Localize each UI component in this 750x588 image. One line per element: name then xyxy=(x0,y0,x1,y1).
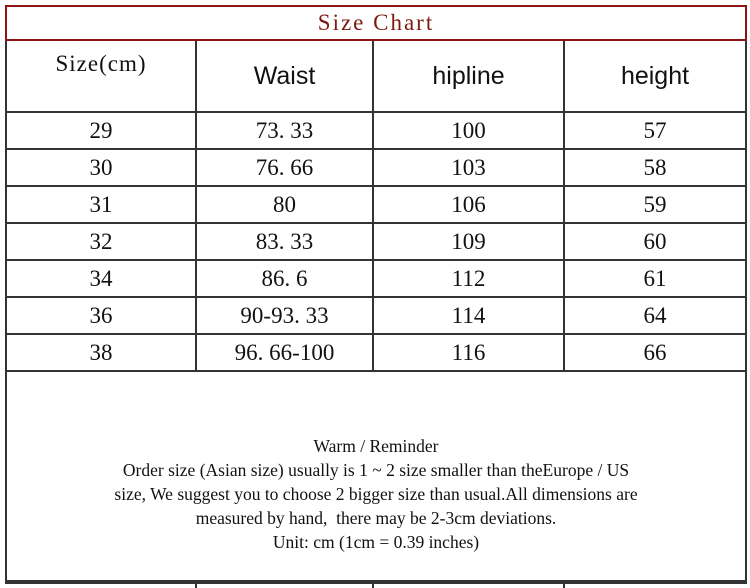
cell-size: 32 xyxy=(5,222,197,261)
column-header-waist: Waist xyxy=(195,39,374,113)
column-header-size-label: Size(cm) xyxy=(55,51,147,76)
cell-value: 66 xyxy=(643,339,667,365)
bottom-border xyxy=(5,580,745,582)
cell-height: 61 xyxy=(562,259,748,298)
cell-waist: 73. 33 xyxy=(195,111,374,150)
cell-size: 34 xyxy=(5,259,197,298)
cell-value: 30 xyxy=(89,154,113,180)
cell-value: 80 xyxy=(273,191,296,217)
cell-value: 36 xyxy=(89,302,113,328)
column-header-waist-label: Waist xyxy=(253,61,316,90)
note-row: Warm / Reminder Order size (Asian size) … xyxy=(4,370,748,584)
cell-waist: 80 xyxy=(195,185,374,224)
table-row: 38 96. 66-100 116 66 xyxy=(5,333,748,372)
note-line-2: size, We suggest you to choose 2 bigger … xyxy=(114,484,638,504)
cell-value: 96. 66-100 xyxy=(234,339,335,365)
cell-value: 29 xyxy=(89,117,113,143)
table-row: 29 73. 33 100 57 xyxy=(5,111,748,150)
cell-size: 30 xyxy=(5,148,197,187)
cell-value: 90-93. 33 xyxy=(240,302,329,328)
cell-value: 34 xyxy=(89,265,113,291)
cell-value: 59 xyxy=(643,191,667,217)
cell-hipline: 100 xyxy=(372,111,565,150)
table-row: 30 76. 66 103 58 xyxy=(5,148,748,187)
cell-waist: 83. 33 xyxy=(195,222,374,261)
size-chart-table: Size Chart Size(cm) Waist hipline height xyxy=(4,5,748,584)
note-line-1: Order size (Asian size) usually is 1 ~ 2… xyxy=(122,460,630,480)
cell-value: 73. 33 xyxy=(255,117,314,143)
cell-value: 112 xyxy=(451,265,486,291)
note-line-3: measured by hand, there may be 2-3cm dev… xyxy=(195,508,557,528)
cell-waist: 96. 66-100 xyxy=(195,333,374,372)
table-row: 36 90-93. 33 114 64 xyxy=(5,296,748,335)
bottom-column-tick xyxy=(195,580,197,588)
table-row: 32 83. 33 109 60 xyxy=(5,222,748,261)
cell-value: 100 xyxy=(451,117,486,143)
cell-value: 64 xyxy=(643,302,667,328)
column-header-hipline: hipline xyxy=(372,39,565,113)
cell-value: 116 xyxy=(451,339,486,365)
cell-height: 57 xyxy=(562,111,748,150)
cell-size: 31 xyxy=(5,185,197,224)
cell-height: 59 xyxy=(562,185,748,224)
note-line-4: Unit: cm (1cm = 0.39 inches) xyxy=(272,532,480,552)
table-row: 31 80 106 59 xyxy=(5,185,748,224)
column-header-size: Size(cm) xyxy=(5,39,197,113)
cell-value: 76. 66 xyxy=(255,154,314,180)
cell-value: 60 xyxy=(643,228,667,254)
cell-hipline: 114 xyxy=(372,296,565,335)
title-row: Size Chart xyxy=(4,5,748,41)
cell-value: 106 xyxy=(451,191,486,217)
cell-value: 38 xyxy=(89,339,113,365)
bottom-column-tick xyxy=(372,580,374,588)
cell-waist: 76. 66 xyxy=(195,148,374,187)
cell-hipline: 112 xyxy=(372,259,565,298)
cell-value: 31 xyxy=(89,191,113,217)
cell-value: 57 xyxy=(643,117,667,143)
cell-size: 38 xyxy=(5,333,197,372)
cell-hipline: 103 xyxy=(372,148,565,187)
table-row: 34 86. 6 112 61 xyxy=(5,259,748,298)
cell-value: 83. 33 xyxy=(255,228,314,254)
page-title: Size Chart xyxy=(317,10,435,35)
cell-height: 58 xyxy=(562,148,748,187)
column-header-hipline-label: hipline xyxy=(432,61,505,90)
table-header-row: Size(cm) Waist hipline height xyxy=(5,39,748,113)
cell-hipline: 106 xyxy=(372,185,565,224)
cell-size: 29 xyxy=(5,111,197,150)
cell-size: 36 xyxy=(5,296,197,335)
note-cell: Warm / Reminder Order size (Asian size) … xyxy=(4,370,748,584)
cell-value: 109 xyxy=(451,228,486,254)
cell-value: 61 xyxy=(643,265,667,291)
cell-height: 60 xyxy=(562,222,748,261)
column-header-height: height xyxy=(562,39,748,113)
cell-value: 114 xyxy=(451,302,486,328)
column-header-height-label: height xyxy=(620,61,690,90)
title-cell: Size Chart xyxy=(4,5,748,41)
cell-value: 32 xyxy=(89,228,113,254)
cell-value: 58 xyxy=(643,154,667,180)
reminder-note: Warm / Reminder Order size (Asian size) … xyxy=(7,400,745,554)
note-heading: Warm / Reminder xyxy=(313,436,439,456)
cell-waist: 86. 6 xyxy=(195,259,374,298)
cell-hipline: 109 xyxy=(372,222,565,261)
cell-value: 86. 6 xyxy=(261,265,308,291)
bottom-column-tick xyxy=(563,580,565,588)
cell-height: 66 xyxy=(562,333,748,372)
cell-hipline: 116 xyxy=(372,333,565,372)
cell-value: 103 xyxy=(451,154,486,180)
cell-waist: 90-93. 33 xyxy=(195,296,374,335)
cell-height: 64 xyxy=(562,296,748,335)
